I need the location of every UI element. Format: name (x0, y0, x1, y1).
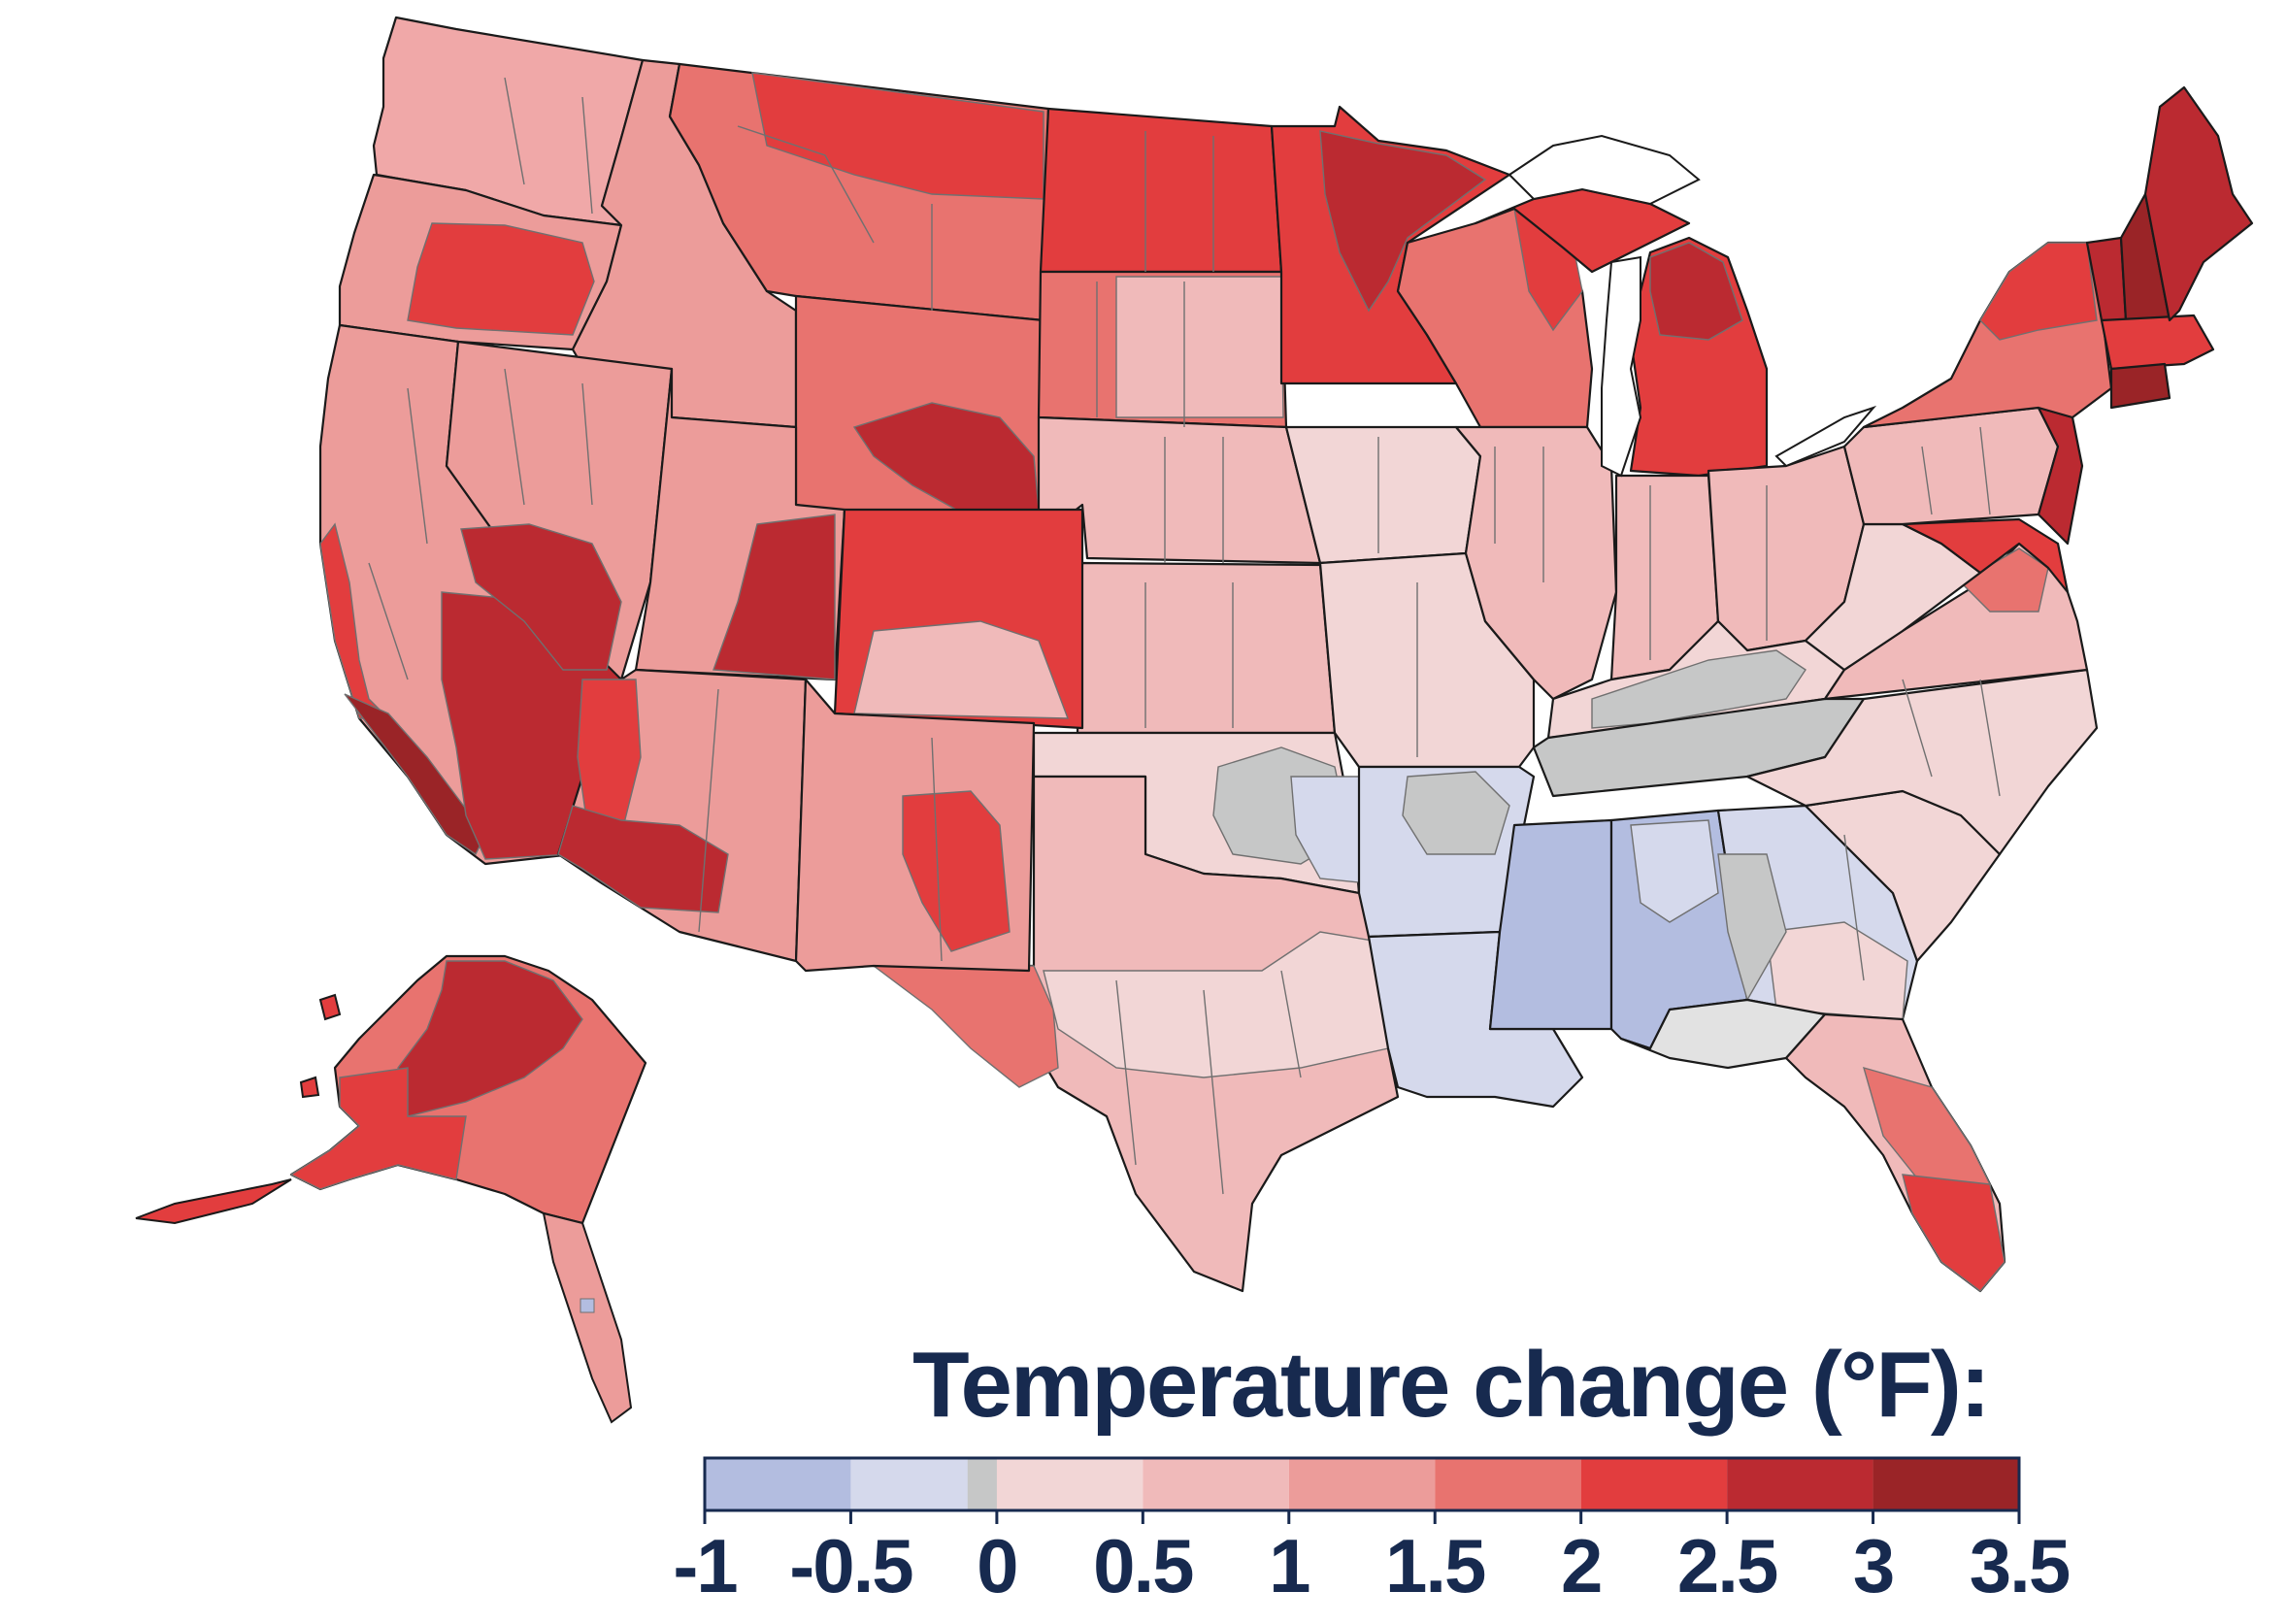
region-oregon-interior (407, 222, 595, 336)
region-north-carolina (1745, 668, 2099, 856)
region-alaska-peninsula (135, 1178, 292, 1225)
region-nevada-south (460, 523, 622, 671)
legend-swatch-8 (1727, 1458, 1873, 1510)
legend-tick-label: -0.5 (789, 1523, 913, 1608)
lake-michigan (1601, 255, 1642, 478)
legend-swatch-7 (1580, 1458, 1728, 1510)
legend-frame (703, 1456, 2021, 1512)
region-kansas (1076, 561, 1337, 735)
region-iowa (1284, 425, 1482, 565)
lake-superior (1508, 134, 1701, 206)
region-florida-south (1902, 1174, 2005, 1292)
region-georgia-south (1766, 921, 1908, 1020)
legend-swatch-4 (1143, 1458, 1289, 1510)
region-arizona-south (557, 805, 729, 913)
region-north-dakota (1039, 107, 1283, 274)
legend-tick-label: 2.5 (1676, 1523, 1778, 1608)
region-arkansas-gray (1402, 771, 1510, 855)
region-alaska-panhandle-blue (580, 1298, 595, 1313)
legend-swatch-5 (1288, 1458, 1436, 1510)
legend-swatch-0 (705, 1458, 851, 1510)
region-utah-east (713, 514, 836, 680)
legend-tick-label: 1 (1269, 1523, 1310, 1608)
region-new-mexico-red (902, 790, 1011, 952)
region-alaska-panhandle (542, 1211, 633, 1424)
region-texas-west (871, 965, 1059, 1088)
region-south-dakota-east (1115, 276, 1284, 418)
region-maryland (1901, 517, 2070, 594)
region-virginia-north (1959, 547, 2049, 613)
region-new-york-north (1979, 242, 2098, 341)
region-california-coast (319, 522, 390, 719)
region-maine (2143, 85, 2254, 322)
region-alaska-west (289, 1067, 467, 1190)
alaska (135, 954, 647, 1424)
region-georgia-gray (1717, 853, 1787, 1002)
region-colorado-south (853, 620, 1070, 719)
legend-tick-label: 2 (1560, 1523, 1603, 1608)
region-connecticut (2109, 362, 2171, 410)
legend-colorbar (703, 1456, 2021, 1524)
legend-title: Temperature change (°F): (912, 1333, 1991, 1437)
region-michigan-north (1649, 242, 1743, 341)
legend-tick-label: 0 (977, 1523, 1018, 1608)
region-oklahoma-blue (1290, 776, 1370, 884)
region-massachusetts (2100, 314, 2215, 371)
region-kentucky-gray (1591, 649, 1806, 729)
legend-swatch-3 (996, 1458, 1144, 1510)
legend-tick-label: 3.5 (1969, 1523, 2071, 1608)
region-alaska-islands (299, 993, 342, 1099)
region-florida-peninsula (1862, 1066, 1992, 1185)
legend-tick-label: -1 (673, 1523, 738, 1608)
region-alaska-interior (397, 960, 583, 1117)
legend-swatch-9 (1873, 1458, 2019, 1510)
region-minnesota-north (1319, 130, 1487, 313)
climate-division-lines (368, 77, 2001, 1195)
lake-erie (1774, 405, 1877, 468)
legend-swatch-6 (1435, 1458, 1581, 1510)
region-montana-north (751, 72, 1044, 200)
legend-tick-label: 3 (1852, 1523, 1895, 1608)
legend-tick-label: 1.5 (1385, 1523, 1486, 1608)
contiguous-us (318, 16, 2254, 1293)
region-alabama-lighter (1630, 819, 1719, 923)
legend-tick-label: 0.5 (1093, 1523, 1194, 1608)
